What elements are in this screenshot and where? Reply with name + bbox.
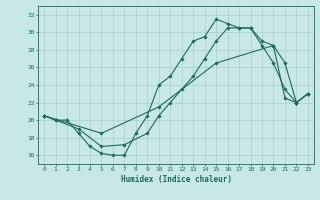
X-axis label: Humidex (Indice chaleur): Humidex (Indice chaleur) <box>121 175 231 184</box>
